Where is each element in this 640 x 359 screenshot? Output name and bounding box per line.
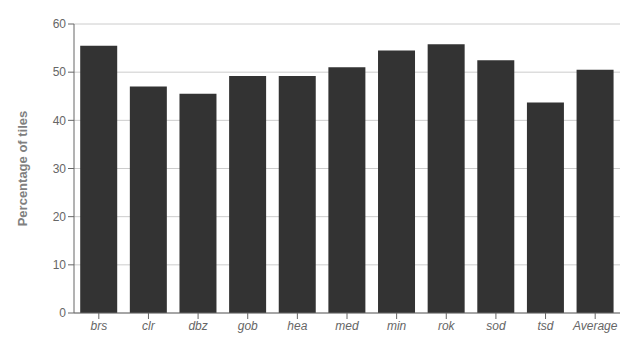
svg-text:rok: rok [438, 319, 456, 333]
svg-text:clr: clr [142, 319, 156, 333]
svg-text:60: 60 [53, 17, 67, 31]
svg-text:Average: Average [572, 319, 618, 333]
svg-text:0: 0 [59, 306, 66, 320]
svg-text:brs: brs [90, 319, 107, 333]
svg-text:med: med [335, 319, 359, 333]
svg-text:40: 40 [53, 114, 67, 128]
svg-text:min: min [387, 319, 407, 333]
svg-text:gob: gob [238, 319, 258, 333]
svg-text:sod: sod [486, 319, 506, 333]
svg-text:hea: hea [287, 319, 307, 333]
svg-text:20: 20 [53, 210, 67, 224]
svg-text:10: 10 [53, 258, 67, 272]
svg-text:30: 30 [53, 162, 67, 176]
svg-text:tsd: tsd [538, 319, 554, 333]
svg-text:Percentage of tiles: Percentage of tiles [15, 111, 30, 227]
svg-text:dbz: dbz [188, 319, 207, 333]
svg-text:50: 50 [53, 65, 67, 79]
